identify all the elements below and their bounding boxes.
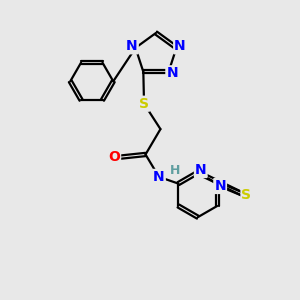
Text: N: N — [153, 170, 165, 184]
Text: O: O — [108, 151, 120, 164]
Text: N: N — [126, 39, 138, 53]
Text: N: N — [167, 66, 178, 80]
Text: S: S — [242, 188, 251, 202]
Text: N: N — [195, 163, 207, 177]
Text: S: S — [139, 97, 149, 111]
Text: H: H — [170, 164, 181, 177]
Text: N: N — [174, 39, 186, 53]
Text: N: N — [214, 179, 226, 193]
